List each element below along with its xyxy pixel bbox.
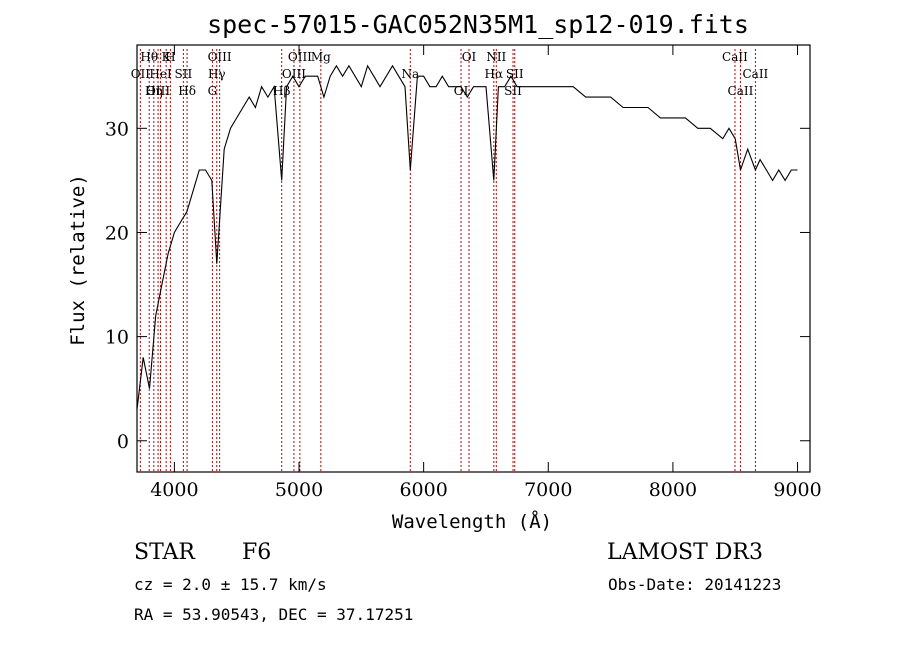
x-tick-label-2: 6000 (399, 479, 447, 501)
line-label-21: NII (486, 50, 506, 64)
spectrum-line (136, 64, 798, 410)
plot-frame (136, 44, 811, 473)
line-label-3: K (162, 50, 172, 64)
line-label-24: CaII (722, 50, 748, 64)
x-axis-ticks: 4000 5000 6000 7000 8000 9000 (150, 45, 822, 501)
x-tick-label-3: 7000 (524, 479, 572, 501)
line-label-1: OII (131, 67, 151, 81)
line-label-25: CaII (742, 67, 768, 81)
line-label-20: SII (504, 84, 522, 98)
line-label-11: G (208, 84, 218, 98)
line-label-13: OIII (282, 67, 306, 81)
x-tick-label-1: 5000 (275, 479, 323, 501)
line-label-15: Mg (311, 50, 331, 64)
y-tick-label-3: 30 (105, 118, 129, 140)
line-label-5: Hη (145, 84, 163, 98)
x-tick-label-5: 9000 (773, 479, 821, 501)
line-label-8: Hδ (178, 84, 196, 98)
line-label-9: OIII (208, 50, 232, 64)
spectral-line-labels: HθOIIOIIIKHeIHηHSIIHδOIIIHγGOIIIOIIIHβMg… (131, 50, 769, 98)
x-tick-label-0: 4000 (150, 479, 198, 501)
y-tick-label-2: 20 (105, 222, 129, 244)
chart-title: spec-57015-GAC052N35M1_sp12-019.fits (207, 10, 749, 39)
line-label-16: Na (401, 67, 419, 81)
line-label-6: H (165, 50, 175, 64)
line-label-7: SII (175, 67, 193, 81)
line-label-18: OI (462, 50, 477, 64)
line-label-4: HeI (149, 67, 172, 81)
line-label-14: Hβ (273, 84, 290, 98)
y-tick-label-0: 0 (117, 431, 129, 453)
line-label-2: OIII (146, 84, 170, 98)
y-axis-title: Flux (relative) (67, 174, 89, 346)
line-label-17: OI (454, 84, 469, 98)
line-label-10: Hγ (208, 67, 226, 81)
line-label-12: OIII (288, 50, 312, 64)
spectral-line-markers (139, 49, 756, 472)
line-label-23: CaII (728, 84, 754, 98)
line-label-19: Hα (485, 67, 504, 81)
line-label-0: Hθ (140, 50, 158, 64)
line-label-22: SII (506, 67, 524, 81)
y-axis-ticks: 0 10 20 30 (105, 118, 810, 453)
x-axis-title: Wavelength (Å) (392, 510, 552, 533)
y-tick-label-1: 10 (105, 327, 129, 349)
x-tick-label-4: 8000 (649, 479, 697, 501)
